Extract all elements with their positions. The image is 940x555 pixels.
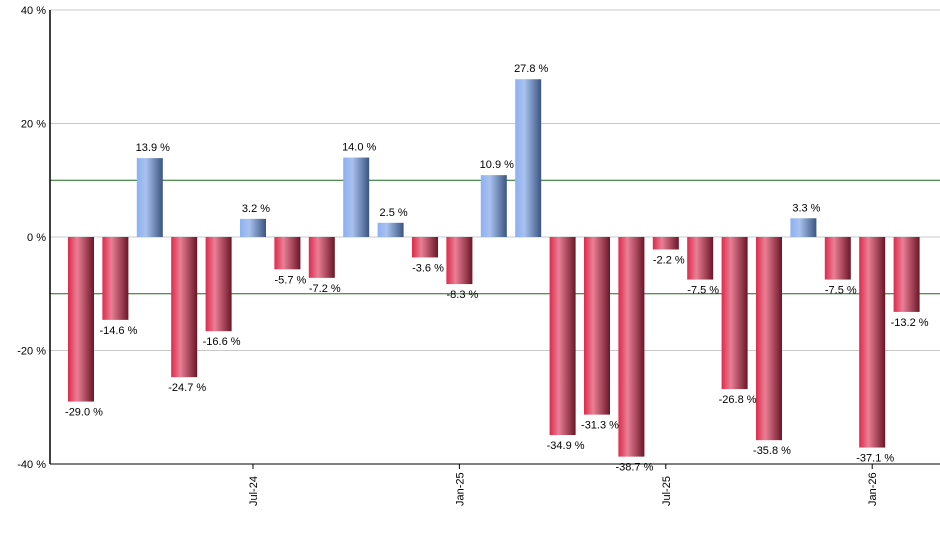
bar [68,237,94,402]
bar [171,237,198,378]
bar [756,237,782,441]
axes: 40 % 20 % 0 % -20 % -40 % Jul-24 Jan-25 Jul-25 J… [17,5,940,506]
y-tick-label: -20 % [17,346,46,358]
bar [377,222,404,237]
bar [343,157,370,237]
data-label: 27.8 % [514,63,548,75]
bar [308,237,335,278]
bar [274,237,301,270]
data-label: -2.2 % [653,254,685,266]
data-label: -13.2 % [891,317,929,329]
bar [480,175,507,237]
x-tick-label: Jan-26 [867,472,879,506]
x-tick-label: Jul-24 [248,476,260,506]
data-label: -7.5 % [825,285,857,297]
data-label: -34.9 % [547,440,585,452]
bar [859,237,886,448]
data-label: -16.6 % [203,336,241,348]
data-label: 10.9 % [480,159,514,171]
y-tick-label: 20 % [21,119,46,131]
x-tick-label: Jan-25 [454,472,466,506]
data-label: 3.2 % [242,203,270,215]
bar [515,79,542,237]
data-label: -7.2 % [309,283,341,295]
data-label: -29.0 % [65,407,103,419]
y-tick-label: -40 % [17,459,46,471]
bar [136,158,163,237]
bar [102,237,129,320]
bar [549,237,576,436]
data-label: 14.0 % [342,142,376,154]
bar [584,237,610,415]
bar [721,237,748,390]
data-label: -7.5 % [687,285,719,297]
data-label: -14.6 % [99,325,137,337]
data-label: -26.8 % [719,394,757,406]
x-tick-label: Jul-25 [661,476,673,506]
bar [205,237,232,332]
bar [412,237,438,258]
y-tick-label: 0 % [27,232,46,244]
data-label: -3.6 % [412,262,444,274]
data-label: -24.7 % [168,382,206,394]
data-label: 13.9 % [136,142,170,154]
data-label: 2.5 % [380,207,408,219]
bar [446,237,473,285]
data-label: -8.3 % [447,289,479,301]
y-tick-label: 40 % [21,5,46,17]
data-label: -38.7 % [615,462,653,474]
bar [687,237,714,280]
data-label: -31.3 % [581,420,619,432]
bar [618,237,645,457]
bar [652,237,679,250]
data-label: -5.7 % [275,274,307,286]
bar [240,218,266,237]
bar [790,218,817,237]
data-label: 3.3 % [792,202,820,214]
bars [68,79,920,457]
data-labels: -29.0 % -14.6 % 13.9 % -24.7 % -16.6 % 3.2 % -… [65,63,929,473]
data-label: -35.8 % [753,445,791,457]
data-label: -37.1 % [856,453,894,465]
bar [824,237,851,280]
bar [893,237,920,312]
